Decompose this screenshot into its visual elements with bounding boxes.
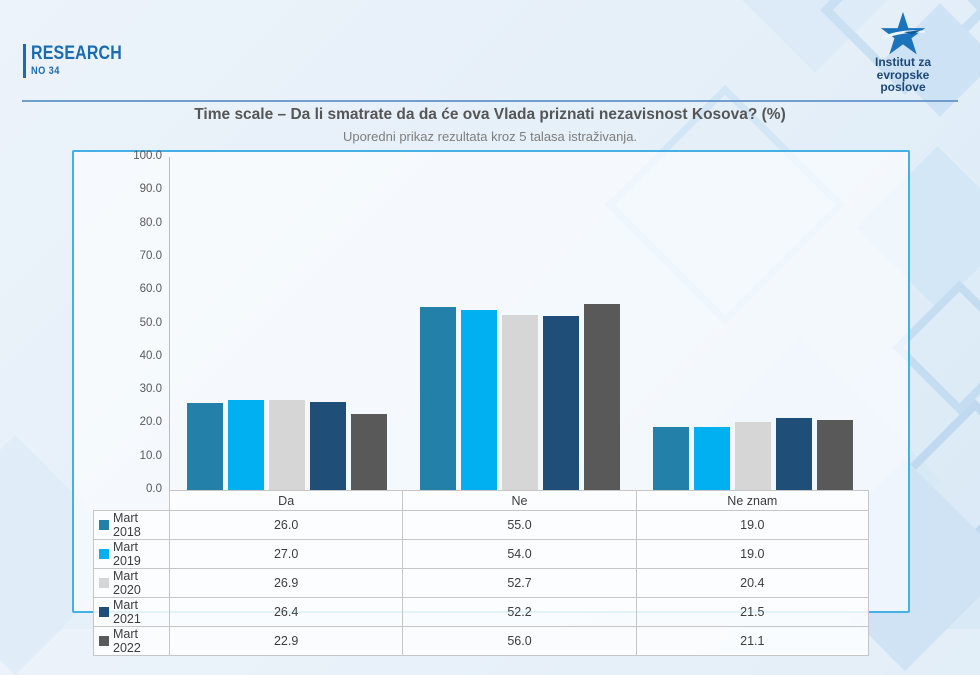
legend-label: Mart 2020 (113, 569, 141, 597)
category-header-ne-znam: Ne znam (635, 490, 869, 510)
y-axis-labels: 100.0 90.0 80.0 70.0 60.0 50.0 40.0 30.0 20.0 10.… (74, 150, 162, 611)
bar-mart-2022 (817, 419, 854, 490)
value-cell: 19.0 (635, 539, 869, 568)
bar-mart-2020 (268, 400, 305, 490)
chart-title: Time scale – Da li smatrate da da će ova… (194, 106, 786, 123)
category-header-ne: Ne (402, 490, 636, 510)
bar-mart-2019 (227, 400, 264, 490)
bar-mart-2022 (350, 413, 387, 490)
legend-swatch (99, 549, 109, 559)
bar-mart-2021 (542, 316, 579, 490)
plot-area (169, 157, 869, 490)
star-icon (853, 10, 953, 56)
institute-name-line2: evropske poslove (876, 67, 930, 94)
legend-label: Mart 2021 (113, 598, 141, 626)
y-tick-label: 10.0 (139, 449, 162, 462)
y-tick-label: 70.0 (139, 249, 162, 262)
y-tick-label: 80.0 (139, 216, 162, 229)
research-logo: RESEARCH NO 34 (23, 44, 139, 78)
legend-cell: Mart 2019 (93, 539, 169, 568)
value-cell: 19.0 (635, 510, 869, 539)
bar-mart-2021 (309, 402, 346, 490)
legend-label: Mart 2019 (113, 540, 141, 568)
bar-mart-2019 (460, 310, 497, 490)
chart-frame: 100.0 90.0 80.0 70.0 60.0 50.0 40.0 30.0 20.0 10.… (72, 150, 910, 656)
value-cell: 21.1 (635, 626, 869, 656)
y-tick-label: 90.0 (139, 183, 162, 196)
y-tick-label: 20.0 (139, 416, 162, 429)
legend-cell: Mart 2020 (93, 568, 169, 597)
bar-group-da (170, 157, 403, 490)
y-tick-label: 0.0 (146, 483, 162, 495)
y-tick-label: 100.0 (133, 150, 162, 162)
value-cell: 26.0 (169, 510, 403, 539)
value-cell: 22.9 (169, 626, 403, 656)
bar-mart-2020 (735, 422, 772, 490)
value-cell: 26.9 (169, 568, 403, 597)
legend-cell: Mart 2021 (93, 597, 169, 626)
legend-swatch (99, 520, 109, 530)
bar-mart-2018 (419, 306, 456, 490)
value-cell: 52.7 (402, 568, 636, 597)
value-cell: 26.4 (169, 597, 403, 626)
research-logo-bar (23, 44, 26, 78)
value-cell: 21.5 (635, 597, 869, 626)
y-tick-label: 60.0 (139, 283, 162, 296)
research-logo-title: RESEARCH (31, 43, 122, 64)
bar-group-ne (403, 157, 636, 490)
value-cell: 52.2 (402, 597, 636, 626)
legend-label: Mart 2018 (113, 511, 141, 539)
institute-name-line1: Institut za (875, 55, 931, 69)
legend-swatch (99, 578, 109, 588)
legend-label: Mart 2022 (113, 627, 141, 655)
chart-subtitle: Uporedni prikaz rezultata kroz 5 talasa … (342, 129, 638, 144)
header-divider (22, 100, 958, 102)
bar-mart-2022 (583, 303, 620, 490)
bar-mart-2018 (186, 403, 223, 490)
institute-logo: Institut za evropske poslove (853, 10, 953, 94)
y-tick-label: 40.0 (139, 349, 162, 362)
value-cell: 55.0 (402, 510, 636, 539)
bar-mart-2018 (653, 426, 690, 490)
data-table: Da Ne Ne znam Mart 2018 26.0 55.0 19.0 Mart 201… (93, 490, 869, 656)
legend-swatch (99, 636, 109, 646)
value-cell: 56.0 (402, 626, 636, 656)
bar-group-ne-znam (637, 157, 870, 490)
category-header-da: Da (169, 490, 403, 510)
bar-mart-2021 (776, 418, 813, 490)
legend-cell: Mart 2022 (93, 626, 169, 656)
value-cell: 54.0 (402, 539, 636, 568)
y-tick-label: 50.0 (139, 316, 162, 329)
bar-mart-2019 (694, 426, 731, 490)
bar-mart-2020 (501, 314, 538, 490)
y-tick-label: 30.0 (139, 383, 162, 396)
legend-cell: Mart 2018 (93, 510, 169, 539)
value-cell: 20.4 (635, 568, 869, 597)
legend-swatch (99, 607, 109, 617)
value-cell: 27.0 (169, 539, 403, 568)
research-logo-number: NO 34 (31, 65, 60, 77)
table-corner-cell (93, 490, 169, 510)
